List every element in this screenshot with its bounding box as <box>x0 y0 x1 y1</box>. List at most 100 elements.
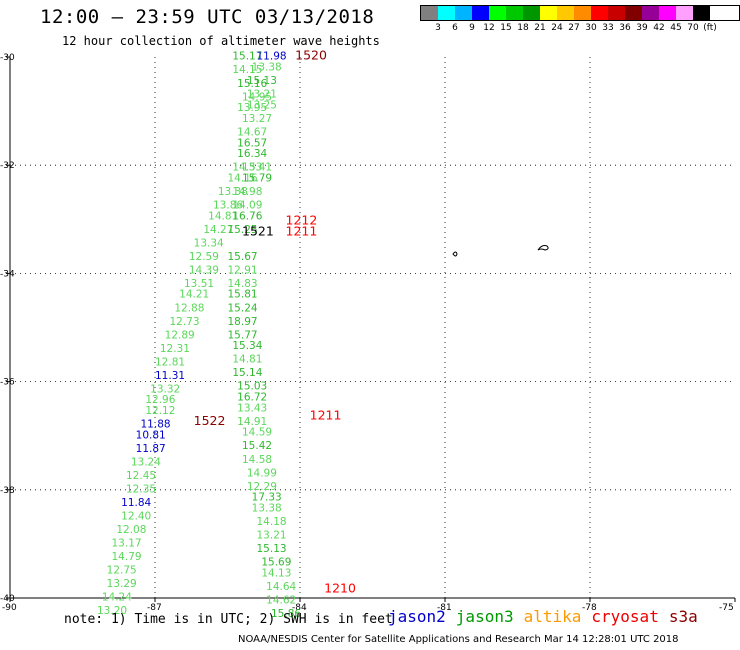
wave-height-reading: 13.86 <box>213 199 243 211</box>
color-scale-swatches <box>420 5 740 21</box>
pass-time-label: 1212 <box>286 213 318 228</box>
scale-tick-label: 42 <box>653 23 665 33</box>
scale-swatch <box>676 6 693 20</box>
wave-height-reading: 15.42 <box>242 440 272 452</box>
satellite-legend-altika: altika <box>523 607 582 626</box>
wave-height-reading: 11.98 <box>257 51 287 63</box>
latitude-label: -36 <box>0 378 15 388</box>
page-title: 12:00 – 23:59 UTC 03/13/2018 <box>40 6 375 28</box>
wave-height-reading: 14.98 <box>232 186 262 198</box>
scale-tick-label: 3 <box>435 23 441 33</box>
wave-height-reading: 12.88 <box>174 302 204 314</box>
wave-height-reading: 14.99 <box>247 467 277 479</box>
wave-height-reading: 16.76 <box>232 210 262 222</box>
longitude-label: -75 <box>719 603 734 613</box>
scale-swatch <box>608 6 625 20</box>
wave-readings: 15.1711.9814.1513.3815.1615.1314.9513.21… <box>97 51 301 620</box>
wave-height-reading: 12.45 <box>126 470 156 482</box>
wave-height-reading: 14.16 <box>228 172 258 184</box>
wave-height-reading: 12.31 <box>160 343 190 355</box>
wave-height-reading: 12.59 <box>189 251 219 263</box>
longitude-label: -78 <box>582 603 597 613</box>
longitude-label: -81 <box>437 603 452 613</box>
pass-time-label: 1522 <box>194 413 226 428</box>
wave-height-reading: 14.91 <box>237 416 267 428</box>
wave-height-reading: 13.25 <box>247 99 277 111</box>
wave-height-reading: 15.03 <box>237 381 267 393</box>
scale-tick-label: 12 <box>483 23 495 33</box>
scale-tick-label: 18 <box>517 23 529 33</box>
wave-height-reading: 15.25 <box>228 224 258 236</box>
wave-height-reading: 14.18 <box>257 516 287 528</box>
wave-height-reading: 12.29 <box>247 481 277 493</box>
wave-height-reading: 14.81 <box>232 354 262 366</box>
scale-tick-label: 27 <box>568 23 580 33</box>
wave-height-reading: 14.27 <box>203 224 233 236</box>
wave-height-reading: 12.73 <box>170 316 200 328</box>
wave-height-reading: 14.24 <box>102 592 132 604</box>
wave-height-reading: 14.53 <box>232 162 262 174</box>
wave-height-reading: 12.91 <box>228 264 258 276</box>
wave-height-reading: 15.13 <box>257 543 287 555</box>
wave-height-reading: 13.38 <box>218 186 248 198</box>
wave-height-reading: 12.75 <box>107 565 137 577</box>
wave-height-reading: 13.29 <box>107 578 137 590</box>
scale-swatch <box>540 6 557 20</box>
wave-height-reading: 14.95 <box>242 91 272 103</box>
scale-tick-label: 15 <box>500 23 512 33</box>
scale-tick-label: 33 <box>602 23 614 33</box>
wave-height-reading: 11.87 <box>136 443 166 455</box>
scale-swatch <box>574 6 591 20</box>
wave-height-reading: 11.88 <box>141 419 171 431</box>
scale-tick-label: (ft) <box>703 23 717 33</box>
wave-height-reading: 10.81 <box>136 429 166 441</box>
wave-height-reading: 12.40 <box>121 511 151 523</box>
map-axes: -30 -32 -34 -36 -38 -40-90 -87 -84 -81 -78 -75 <box>0 53 736 613</box>
wave-height-reading: 15.77 <box>228 329 258 341</box>
latitude-label: -34 <box>0 269 15 279</box>
wave-height-reading: 14.39 <box>189 264 219 276</box>
pass-time-label: 1520 <box>295 48 327 63</box>
wave-height-reading: 14.83 <box>228 278 258 290</box>
wave-height-reading: 14.09 <box>232 199 262 211</box>
wave-height-reading: 12.89 <box>165 329 195 341</box>
scale-swatch <box>523 6 540 20</box>
wave-height-reading: 12.08 <box>116 524 146 536</box>
scale-swatch <box>455 6 472 20</box>
satellite-legend-jason3: jason3 <box>455 607 514 626</box>
wave-height-reading: 12.96 <box>145 394 175 406</box>
wave-height-reading: 16.57 <box>237 137 267 149</box>
pass-time-label: 1521 <box>242 224 274 239</box>
wave-height-reading: 13.51 <box>184 278 214 290</box>
pass-time-label: 1211 <box>310 407 342 422</box>
wave-height-reading: 14.64 <box>266 581 296 593</box>
island-outline <box>537 245 549 251</box>
scale-tick-label: 39 <box>636 23 648 33</box>
wave-height-reading: 12.35 <box>126 484 156 496</box>
wave-height-reading: 15.86 <box>271 608 301 620</box>
scale-swatch <box>472 6 489 20</box>
page-subtitle: 12 hour collection of altimeter wave hei… <box>62 34 380 48</box>
longitude-label: -87 <box>147 603 162 613</box>
scale-swatch <box>506 6 523 20</box>
scale-swatch <box>421 6 438 20</box>
scale-swatch <box>591 6 608 20</box>
wave-height-reading: 14.59 <box>242 427 272 439</box>
wave-height-reading: 13.32 <box>150 383 180 395</box>
wave-height-reading: 12.81 <box>155 356 185 368</box>
scale-tick-label: 9 <box>469 23 475 33</box>
wave-height-reading: 13.24 <box>131 456 161 468</box>
credit-line: NOAA/NESDIS Center for Satellite Applica… <box>238 634 679 645</box>
scale-tick-label: 30 <box>585 23 597 33</box>
wave-height-reading: 13.38 <box>252 502 282 514</box>
longitude-label: -84 <box>292 603 307 613</box>
scale-tick-label: 24 <box>551 23 563 33</box>
scale-tick-label: 36 <box>619 23 631 33</box>
wave-height-reading: 12.12 <box>145 405 175 417</box>
pass-time-label: 1211 <box>286 224 318 239</box>
wave-height-reading: 14.81 <box>208 210 238 222</box>
wave-height-reading: 13.38 <box>252 62 282 74</box>
wave-height-reading: 16.34 <box>237 148 267 160</box>
scale-tick-label: 6 <box>452 23 458 33</box>
scale-swatch <box>438 6 455 20</box>
